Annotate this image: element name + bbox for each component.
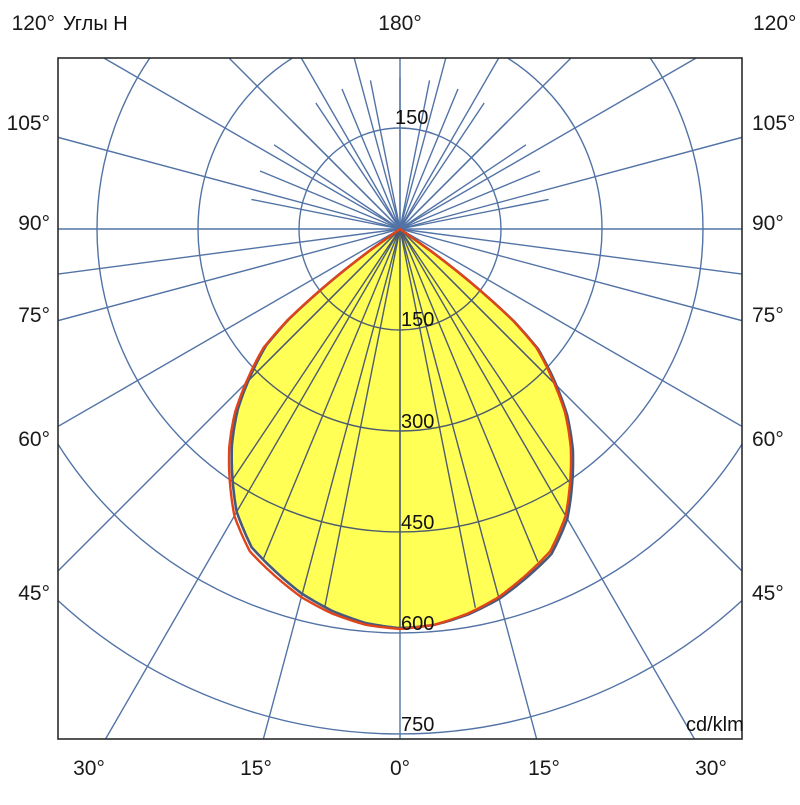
apex-fan-ray (399, 102, 485, 230)
angle-label-left: 60° (18, 428, 50, 451)
chart-title: Углы H (63, 13, 128, 35)
curve-c0-c180 (227, 227, 573, 631)
apex-fan-ray (399, 198, 549, 230)
grid-spoke (58, 228, 401, 428)
angle-label-left: 45° (18, 582, 50, 605)
angle-label-right: 75° (752, 304, 784, 327)
ring-value-label: 450 (401, 512, 434, 534)
ring-value-label: 300 (401, 411, 434, 433)
grid-half-spoke (399, 228, 742, 275)
apex-fan-ray (259, 170, 401, 230)
intensity-area (231, 229, 573, 629)
grid-spoke (399, 228, 742, 428)
inner-fan-ray (399, 229, 570, 483)
grid-spoke (399, 58, 500, 230)
grid-spoke (103, 58, 401, 230)
angle-label-bottom: 15° (528, 757, 560, 780)
inner-spoke (399, 229, 538, 629)
angle-label-right: 60° (752, 428, 784, 451)
apex-fan-ray (315, 102, 401, 230)
apex-fan-ray (273, 144, 401, 230)
angle-label-bottom: 0° (390, 757, 410, 780)
grid-spoke (300, 58, 401, 230)
inner-fan-ray (246, 229, 401, 383)
plot-frame (57, 57, 743, 740)
ring-value-label: 750 (401, 714, 434, 736)
angle-label-right: 90° (752, 212, 784, 235)
grid-half-spoke (58, 228, 401, 275)
apex-fan-ray (251, 198, 401, 230)
ring-value-label: 150 (401, 309, 434, 331)
apex-fan-ray (341, 88, 401, 230)
grid-spoke (399, 136, 742, 230)
ring-value-label: 600 (401, 613, 434, 635)
angle-label-bottom: 30° (73, 757, 105, 780)
inner-fan-ray (399, 229, 539, 562)
grid-spoke (58, 228, 401, 322)
grid-spoke (58, 136, 401, 230)
apex-fan-ray (292, 121, 401, 230)
grid-spoke (353, 58, 401, 230)
ring-value-label: 150 (395, 107, 428, 129)
apex-fan-ray (399, 144, 527, 230)
apex-fan-ray (399, 170, 541, 230)
inner-fan-ray (399, 229, 554, 383)
apex-fan-ray (369, 80, 401, 230)
apex-fan-ray (399, 121, 508, 230)
angle-label-bottom: 15° (240, 757, 272, 780)
angle-label-left: 90° (18, 212, 50, 235)
angle-label-top: 180° (378, 12, 421, 35)
angle-label-top: 120° (12, 12, 55, 35)
angle-label-bottom: 30° (695, 757, 727, 780)
grid-spoke (399, 58, 447, 230)
apex-fan-ray (399, 88, 459, 230)
inner-spoke (262, 229, 401, 629)
inner-fan-ray (231, 229, 401, 483)
angle-label-right: 45° (752, 582, 784, 605)
angle-label-top: 120° (753, 12, 796, 35)
inner-spoke (231, 229, 401, 629)
grid-spoke (399, 58, 697, 230)
inner-fan-ray (323, 229, 401, 608)
unit-label: cd/klm (686, 714, 744, 736)
inner-fan-ray (399, 229, 477, 608)
angle-label-left: 105° (7, 112, 50, 135)
inner-fan-ray (261, 229, 401, 562)
apex-fan-ray (399, 80, 431, 230)
grid-spoke (399, 228, 742, 322)
angle-label-right: 105° (752, 112, 795, 135)
inner-spoke (399, 229, 573, 629)
angle-label-left: 75° (18, 304, 50, 327)
